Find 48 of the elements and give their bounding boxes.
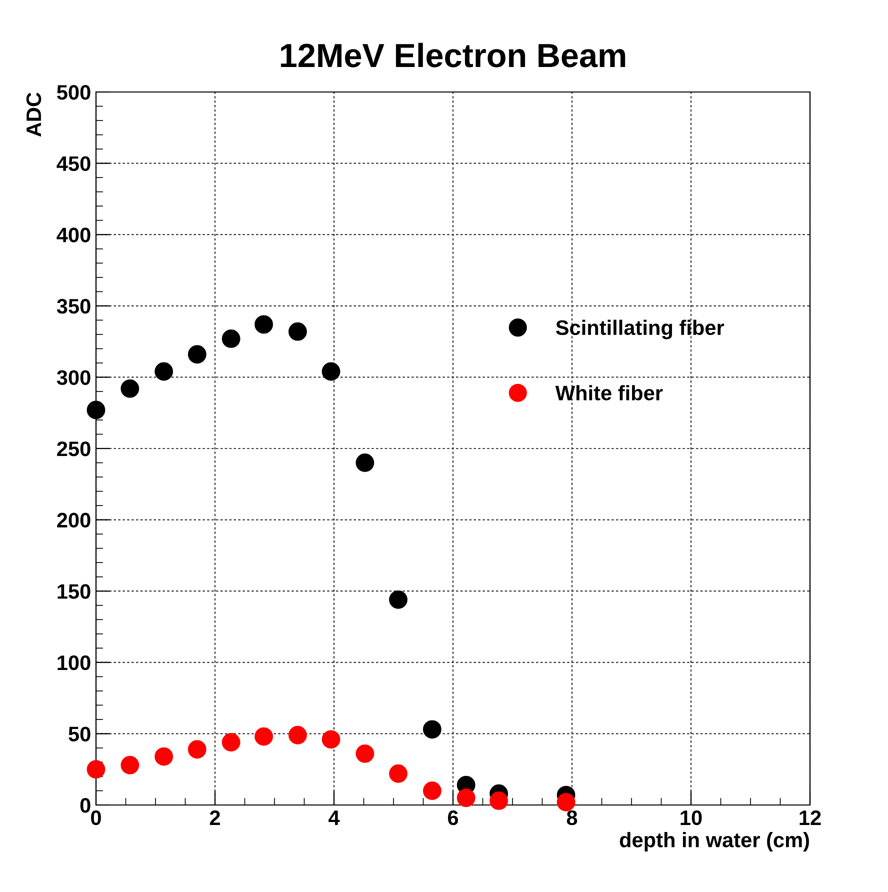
point bbox=[254, 727, 273, 746]
y-tick-label: 50 bbox=[68, 726, 90, 742]
legend-label: White fiber bbox=[555, 385, 663, 400]
y-tick-label: 150 bbox=[58, 584, 90, 599]
chart-title: 12MeV Electron Beam bbox=[280, 42, 626, 68]
point bbox=[222, 733, 240, 752]
point bbox=[389, 764, 408, 783]
point bbox=[288, 322, 307, 341]
point bbox=[222, 330, 240, 348]
point bbox=[86, 400, 106, 420]
point bbox=[422, 782, 442, 800]
x-tick-label: 4 bbox=[328, 810, 340, 825]
point bbox=[154, 747, 174, 766]
y-tick-label: 500 bbox=[57, 85, 90, 100]
point bbox=[356, 744, 374, 763]
point bbox=[188, 740, 206, 759]
point bbox=[188, 345, 206, 364]
point bbox=[456, 788, 476, 808]
point bbox=[254, 315, 273, 334]
point bbox=[490, 792, 508, 810]
point bbox=[120, 756, 140, 774]
point bbox=[356, 454, 374, 472]
point bbox=[389, 590, 408, 609]
x-tick-label: 0 bbox=[91, 810, 101, 826]
x-axis-title: depth in water (cm) bbox=[620, 832, 809, 852]
x-tick-label: 6 bbox=[448, 810, 458, 826]
legend-label: Scintillating fiber bbox=[556, 320, 724, 340]
y-tick-label: 100 bbox=[58, 655, 90, 670]
point bbox=[86, 760, 106, 779]
y-tick-label: 200 bbox=[57, 512, 90, 528]
point bbox=[154, 362, 174, 381]
x-tick-label: 10 bbox=[680, 810, 702, 826]
point bbox=[322, 362, 340, 381]
x-tick-label: 2 bbox=[210, 810, 220, 825]
y-tick-label: 0 bbox=[80, 798, 90, 813]
point bbox=[120, 379, 140, 398]
y-tick-label: 400 bbox=[56, 228, 90, 242]
x-tick-label: 12 bbox=[800, 810, 821, 825]
point bbox=[422, 720, 442, 739]
x-tick-label: 8 bbox=[566, 810, 578, 826]
point bbox=[322, 730, 340, 749]
y-tick-label: 350 bbox=[56, 298, 90, 314]
y-tick-label: 250 bbox=[57, 442, 90, 456]
point bbox=[288, 726, 307, 744]
y-tick-label: 450 bbox=[56, 156, 90, 172]
y-axis-title: ADC bbox=[26, 92, 42, 137]
point bbox=[556, 792, 576, 812]
y-tick-label: 300 bbox=[56, 370, 90, 385]
